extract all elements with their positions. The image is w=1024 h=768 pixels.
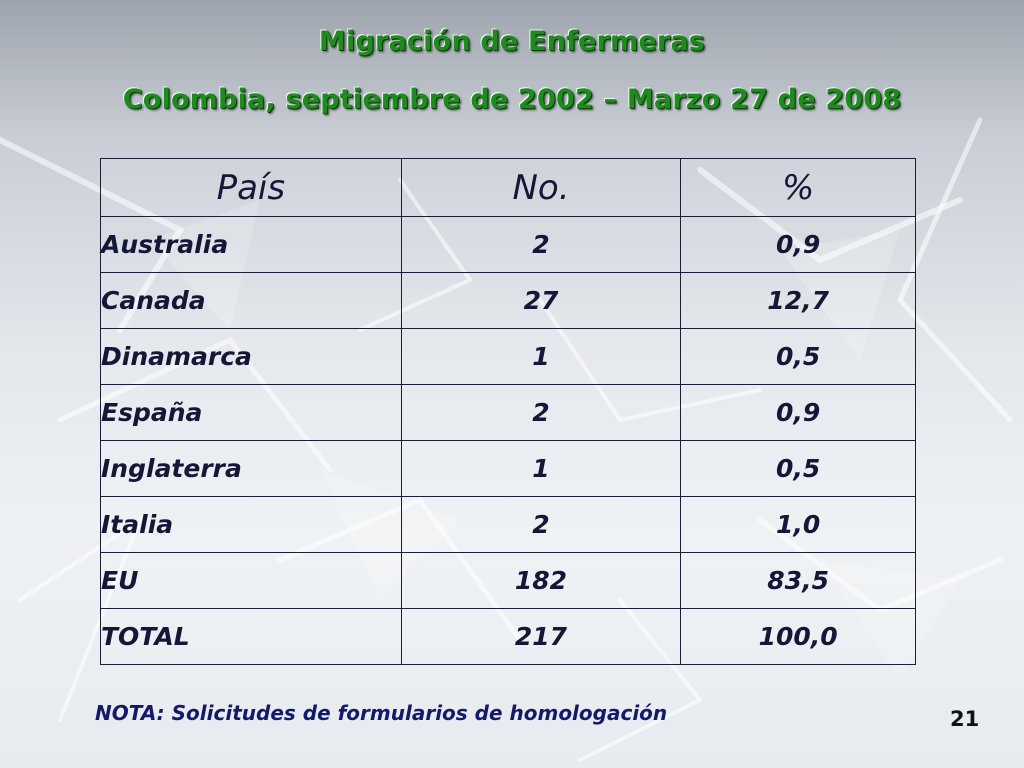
percent-cell: 0,5 — [680, 440, 916, 497]
table-row: Inglaterra 1 0,5 — [100, 440, 916, 497]
country-cell: España — [100, 384, 402, 441]
table-row: Italia 2 1,0 — [100, 496, 916, 553]
percent-cell: 0,5 — [680, 328, 916, 385]
percent-cell: 83,5 — [680, 552, 916, 609]
slide-subtitle: Colombia, septiembre de 2002 – Marzo 27 … — [122, 84, 902, 115]
percent-cell: 0,9 — [680, 216, 916, 273]
percent-cell: 100,0 — [680, 608, 916, 665]
percent-cell: 1,0 — [680, 496, 916, 553]
slide-title: Migración de Enfermeras — [318, 26, 706, 57]
count-cell: 2 — [400, 384, 682, 441]
migration-table: País No. % Australia 2 0,9 Canada 27 12,… — [100, 158, 916, 665]
count-cell: 1 — [400, 328, 682, 385]
column-header-country: País — [100, 158, 402, 217]
country-cell: EU — [100, 552, 402, 609]
table-row: España 2 0,9 — [100, 384, 916, 441]
table-row: EU 182 83,5 — [100, 552, 916, 609]
country-cell: TOTAL — [100, 608, 402, 665]
count-cell: 2 — [400, 496, 682, 553]
country-cell: Italia — [100, 496, 402, 553]
table-header-row: País No. % — [100, 158, 916, 217]
table-row: Canada 27 12,7 — [100, 272, 916, 329]
count-cell: 2 — [400, 216, 682, 273]
table-row: Australia 2 0,9 — [100, 216, 916, 273]
country-cell: Canada — [100, 272, 402, 329]
column-header-percent: % — [680, 158, 916, 217]
footnote: NOTA: Solicitudes de formularios de homo… — [95, 701, 668, 725]
percent-cell: 0,9 — [680, 384, 916, 441]
country-cell: Inglaterra — [100, 440, 402, 497]
percent-cell: 12,7 — [680, 272, 916, 329]
page-number: 21 — [950, 707, 980, 731]
column-header-count: No. — [400, 158, 682, 217]
count-cell: 27 — [400, 272, 682, 329]
table-row: Dinamarca 1 0,5 — [100, 328, 916, 385]
table-total-row: TOTAL 217 100,0 — [100, 608, 916, 665]
country-cell: Dinamarca — [100, 328, 402, 385]
count-cell: 217 — [400, 608, 682, 665]
count-cell: 1 — [400, 440, 682, 497]
count-cell: 182 — [400, 552, 682, 609]
country-cell: Australia — [100, 216, 402, 273]
